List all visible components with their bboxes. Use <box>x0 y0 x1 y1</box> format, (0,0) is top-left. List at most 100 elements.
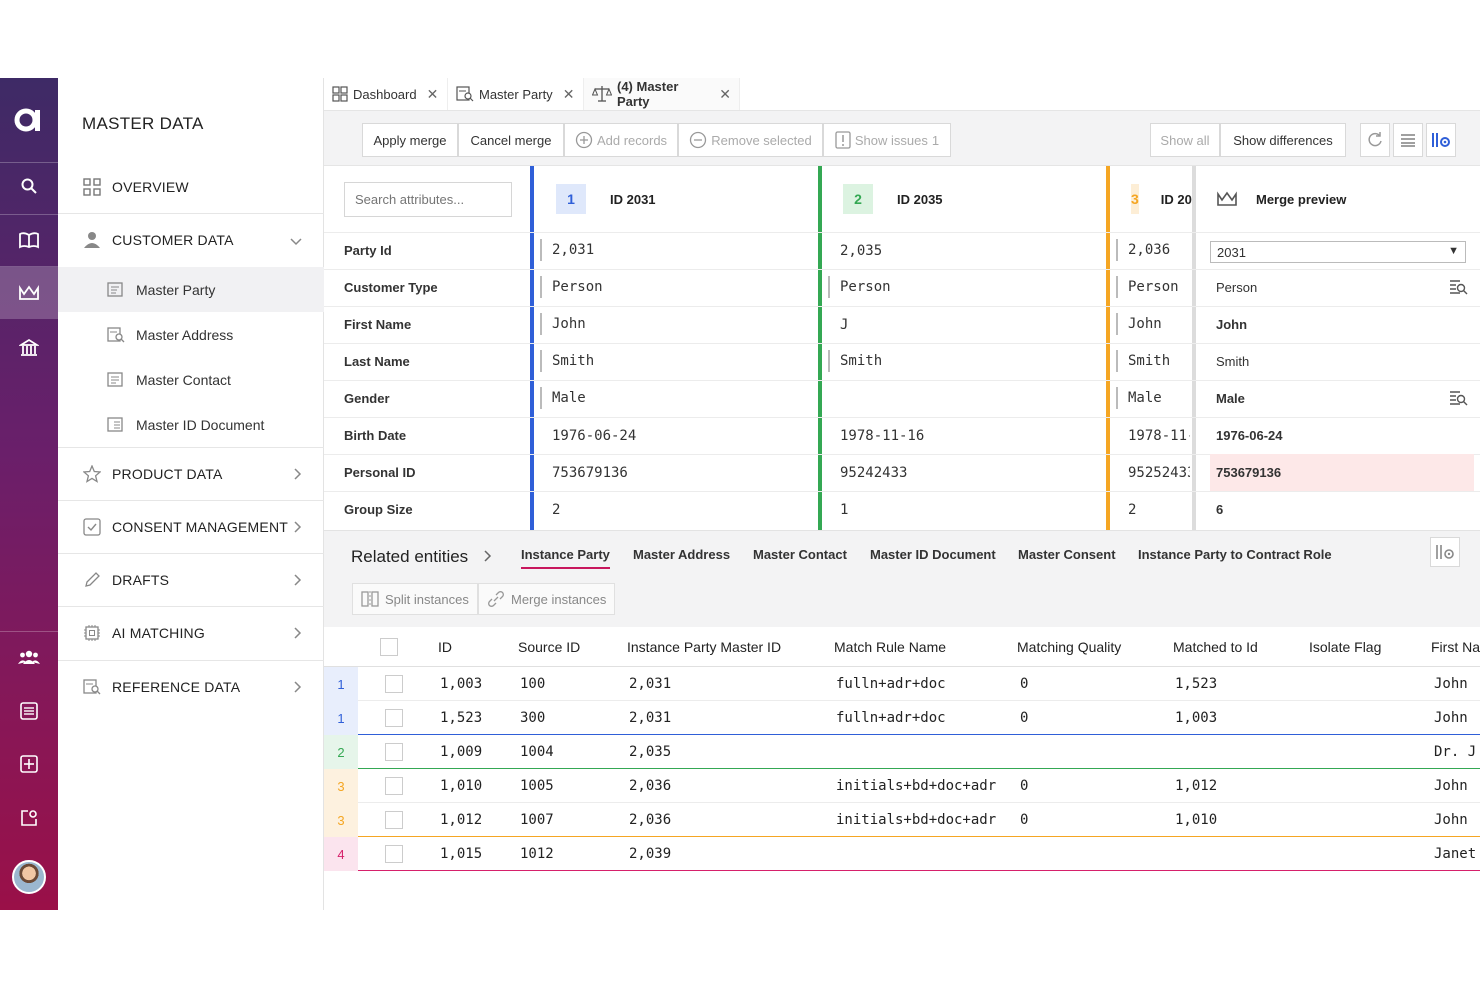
users-icon[interactable] <box>0 631 58 683</box>
cell-value[interactable]: Smith <box>828 350 1102 372</box>
tab-dashboard[interactable]: Dashboard ✕ <box>324 78 448 110</box>
merge-value[interactable]: Male <box>1210 380 1474 417</box>
table-row[interactable]: 1 1,523 300 2,031 fulln+adr+doc 0 1,003 John <box>324 701 1480 735</box>
show-all-button[interactable]: Show all <box>1150 123 1220 157</box>
cell-value[interactable]: Smith <box>1116 350 1190 372</box>
cell-value[interactable]: 753679136 <box>552 464 628 481</box>
column-header[interactable]: ID <box>438 639 452 655</box>
list-view-button[interactable] <box>1393 123 1423 157</box>
column-3-header[interactable]: 3 ID 2036 <box>1131 166 1192 232</box>
table-row[interactable]: 3 1,012 1007 2,036 initials+bd+doc+adr 0 1,010… <box>324 803 1480 837</box>
cell-value[interactable] <box>828 380 1102 417</box>
remove-selected-button[interactable]: Remove selected <box>678 123 823 157</box>
related-tab-master-contact[interactable]: Master Contact <box>753 547 847 562</box>
cell-value[interactable]: Person <box>1116 276 1190 298</box>
select-all-checkbox[interactable] <box>380 638 398 656</box>
merge-value[interactable]: 753679136 <box>1210 454 1474 491</box>
cell-value[interactable]: 2 <box>1128 501 1137 518</box>
close-icon[interactable]: ✕ <box>719 85 731 102</box>
cell-value[interactable]: Male <box>540 387 814 409</box>
nav-consent-management[interactable]: CONSENT MANAGEMENT <box>58 500 324 554</box>
add-records-button[interactable]: Add records <box>564 123 678 157</box>
add-box-icon[interactable] <box>0 738 58 790</box>
cell-value[interactable]: Person <box>540 276 814 298</box>
cell-value[interactable]: John <box>1116 313 1190 335</box>
nav-drafts[interactable]: DRAFTS <box>58 553 324 607</box>
nav-reference-data[interactable]: REFERENCE DATA <box>58 660 324 714</box>
cell-value[interactable]: Person <box>828 276 1102 298</box>
related-tab-instance-party[interactable]: Instance Party <box>521 547 610 569</box>
table-row[interactable]: 1 1,003 100 2,031 fulln+adr+doc 0 1,523 John <box>324 667 1480 701</box>
nav-overview[interactable]: OVERVIEW <box>58 160 324 214</box>
close-icon[interactable]: ✕ <box>562 85 575 102</box>
search-attributes-input[interactable] <box>344 182 512 217</box>
cell-value[interactable]: 1978-11-16 <box>1128 427 1190 444</box>
column-header[interactable]: Matching Quality <box>1017 639 1122 655</box>
merge-value[interactable]: Smith <box>1210 343 1474 380</box>
related-tab-master-address[interactable]: Master Address <box>633 547 731 562</box>
crown-icon[interactable] <box>0 267 58 319</box>
nav-sub-master-id-document[interactable]: Master ID Document <box>58 402 324 447</box>
cell-value[interactable]: Smith <box>540 350 814 372</box>
column-settings-button[interactable] <box>1426 123 1456 157</box>
nav-product-data[interactable]: PRODUCT DATA <box>58 447 324 501</box>
column-header[interactable]: Match Rule Name <box>834 639 947 655</box>
show-issues-button[interactable]: Show issues 1 <box>823 123 951 157</box>
cell-value[interactable]: 2,031 <box>540 239 814 261</box>
cell-value[interactable]: John <box>540 313 814 335</box>
row-checkbox[interactable] <box>385 743 403 761</box>
column-header[interactable]: First Na <box>1431 639 1480 655</box>
merge-instances-button[interactable]: Merge instances <box>478 583 616 615</box>
cancel-merge-button[interactable]: Cancel merge <box>458 123 564 157</box>
compare-values-icon[interactable] <box>1448 390 1468 409</box>
nav-sub-master-address[interactable]: Master Address <box>58 312 324 357</box>
nav-sub-master-party[interactable]: Master Party <box>58 267 324 312</box>
app-logo[interactable] <box>0 78 58 162</box>
table-row[interactable]: 4 1,015 1012 2,039 Janet <box>324 837 1480 871</box>
cell-value[interactable]: Male <box>1116 387 1190 409</box>
merge-id-select[interactable]: 2031 ▼ <box>1210 241 1466 263</box>
tab-master-party[interactable]: Master Party ✕ <box>448 78 584 110</box>
list-icon[interactable] <box>0 685 58 737</box>
column-1-header[interactable]: 1 ID 2031 <box>556 166 656 232</box>
column-header[interactable]: Matched to Id <box>1173 639 1258 655</box>
table-row[interactable]: 2 1,009 1004 2,035 Dr. J <box>324 735 1480 769</box>
column-header[interactable]: Instance Party Master ID <box>627 639 782 655</box>
row-checkbox[interactable] <box>385 811 403 829</box>
export-icon[interactable] <box>0 792 58 844</box>
merge-value[interactable]: John <box>1210 306 1474 343</box>
cell-value[interactable]: 1976-06-24 <box>552 427 637 444</box>
column-header[interactable]: Source ID <box>518 639 581 655</box>
related-tab-master-consent[interactable]: Master Consent <box>1018 547 1116 562</box>
tab-merge-master-party[interactable]: (4) Master Party ✕ <box>584 78 740 110</box>
nav-customer-data[interactable]: CUSTOMER DATA <box>58 213 324 267</box>
book-icon[interactable] <box>0 214 58 266</box>
related-entities-header[interactable]: Related entities <box>351 547 492 567</box>
nav-ai-matching[interactable]: AI MATCHING <box>58 606 324 660</box>
row-checkbox[interactable] <box>385 845 403 863</box>
merge-value[interactable]: Person <box>1210 269 1474 306</box>
cell-value[interactable]: 95252433 <box>1128 464 1190 481</box>
related-settings-button[interactable] <box>1430 537 1460 567</box>
cell-value[interactable]: 1978-11-16 <box>840 427 925 444</box>
cell-value[interactable]: 2 <box>552 501 561 518</box>
merge-value[interactable]: 1976-06-24 <box>1210 417 1474 454</box>
close-icon[interactable]: ✕ <box>426 85 439 102</box>
merge-value[interactable]: 6 <box>1210 491 1474 528</box>
related-tab-instance-party-contract-role[interactable]: Instance Party to Contract Role <box>1138 547 1332 562</box>
split-instances-button[interactable]: Split instances <box>352 583 478 615</box>
cell-value[interactable]: 2,036 <box>1116 239 1190 261</box>
related-tab-master-id-document[interactable]: Master ID Document <box>870 547 996 562</box>
cell-value[interactable]: J <box>840 316 849 333</box>
row-checkbox[interactable] <box>385 675 403 693</box>
show-differences-button[interactable]: Show differences <box>1220 123 1346 157</box>
avatar[interactable] <box>12 860 46 894</box>
cell-value[interactable]: 2,035 <box>840 242 883 259</box>
refresh-button[interactable] <box>1360 123 1390 157</box>
compare-values-icon[interactable] <box>1448 279 1468 298</box>
column-header[interactable]: Isolate Flag <box>1309 639 1382 655</box>
cell-value[interactable]: 95242433 <box>840 464 908 481</box>
apply-merge-button[interactable]: Apply merge <box>362 123 458 157</box>
cell-value[interactable]: 1 <box>840 501 849 518</box>
bank-icon[interactable] <box>0 322 58 374</box>
